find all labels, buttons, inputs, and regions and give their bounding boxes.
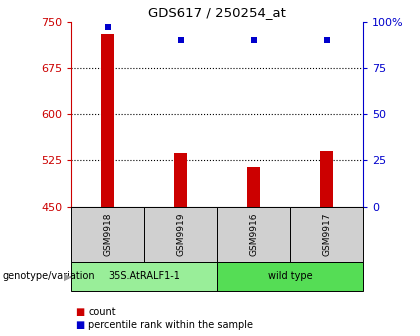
Text: GSM9919: GSM9919: [176, 213, 185, 256]
FancyBboxPatch shape: [71, 262, 218, 291]
Text: count: count: [88, 307, 116, 317]
FancyBboxPatch shape: [290, 207, 363, 262]
Bar: [247, 167, 260, 207]
FancyBboxPatch shape: [218, 207, 290, 262]
Text: ■: ■: [76, 320, 85, 330]
Title: GDS617 / 250254_at: GDS617 / 250254_at: [148, 6, 286, 19]
Bar: [101, 34, 115, 207]
FancyBboxPatch shape: [218, 262, 363, 291]
Text: 35S.AtRALF1-1: 35S.AtRALF1-1: [108, 271, 180, 281]
Text: GSM9918: GSM9918: [103, 213, 113, 256]
Bar: [174, 153, 187, 207]
Text: GSM9917: GSM9917: [322, 213, 331, 256]
Text: genotype/variation: genotype/variation: [2, 271, 95, 281]
Text: wild type: wild type: [268, 271, 312, 281]
FancyBboxPatch shape: [144, 207, 218, 262]
Text: ■: ■: [76, 307, 85, 317]
FancyBboxPatch shape: [71, 207, 144, 262]
Text: GSM9916: GSM9916: [249, 213, 258, 256]
Bar: [320, 151, 333, 207]
Text: ▶: ▶: [64, 271, 71, 281]
Text: percentile rank within the sample: percentile rank within the sample: [88, 320, 253, 330]
